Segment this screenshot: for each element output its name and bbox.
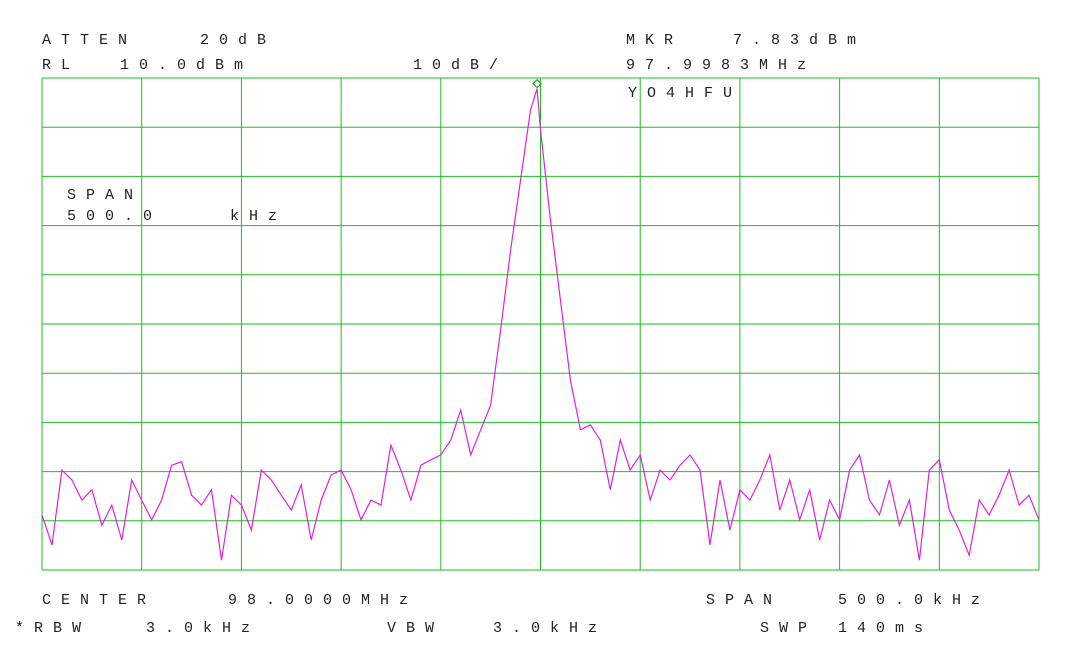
annotation: SWP (760, 620, 817, 637)
annotation: MKR (626, 32, 683, 49)
annotation: *RBW (15, 620, 91, 637)
marker-level: 7.83dBm (733, 32, 866, 49)
annotation: YO4HFU (628, 85, 742, 102)
annotation: kHz (230, 208, 287, 225)
annotation: 10.0dBm (120, 57, 253, 74)
annotation: ATTEN (42, 32, 137, 49)
annotation: SPAN (67, 187, 143, 204)
annotation: 98.0000MHz (228, 592, 418, 609)
annotation: 3.0kHz (493, 620, 607, 637)
annotation: 10dB/ (413, 57, 508, 74)
marker-frequency: 97.9983MHz (626, 57, 816, 74)
annotation: CENTER (42, 592, 156, 609)
annotation: VBW (387, 620, 444, 637)
annotation: 140ms (838, 620, 933, 637)
trace (41, 88, 1040, 561)
annotation: 20dB (200, 32, 276, 49)
annotation: SPAN (706, 592, 782, 609)
annotation: 500.0kHz (838, 592, 990, 609)
marker (532, 78, 542, 89)
annotation: RL (42, 57, 80, 74)
annotation: 3.0kHz (146, 620, 260, 637)
annotation: 500.0 (67, 208, 162, 225)
